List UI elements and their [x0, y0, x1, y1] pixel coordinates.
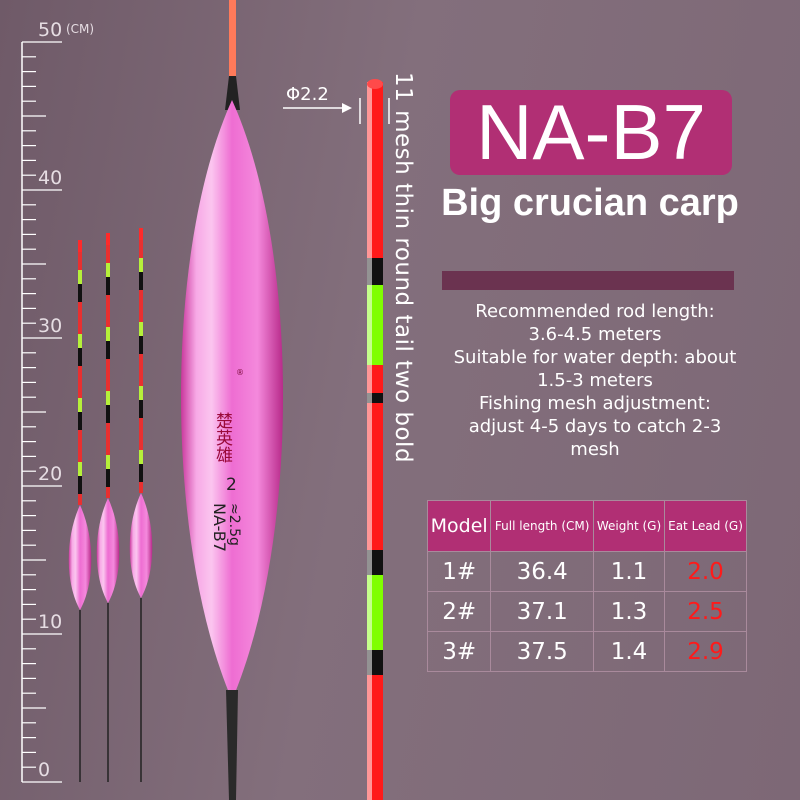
cell-model: 1#: [426, 551, 492, 592]
small-float: [96, 233, 120, 782]
diameter-arrow: [283, 98, 390, 124]
ruler-tick-label: 40: [38, 167, 63, 189]
cell-length: 37.1: [490, 591, 595, 632]
small-float-body: [129, 493, 153, 598]
table-row: 2# 37.1 1.3 2.5: [426, 591, 747, 632]
spec-table: Model Full length (CM) Weight (G) Eat Le…: [426, 500, 747, 672]
float-stem: [226, 690, 238, 800]
float-antenna-base: [225, 76, 240, 110]
tip-cap: [367, 79, 383, 89]
float-weight-mark: ≈2.5g: [226, 503, 242, 546]
cell-model: 2#: [426, 591, 492, 632]
small-float-tip: [78, 240, 82, 252]
product-subtitle: Big crucian carp: [441, 182, 739, 224]
spec-line: 3.6-4.5 meters: [528, 324, 662, 345]
tip-description: 11 mesh thin round tail two bold: [390, 72, 416, 464]
float-antenna: [229, 0, 236, 76]
tip-highlight: [367, 403, 372, 550]
ruler-tick-label: 30: [38, 315, 63, 337]
tip-highlight: [367, 365, 372, 393]
cell-weight: 1.4: [593, 631, 665, 672]
registered-mark: ®: [236, 368, 244, 377]
product-model-title: NA-B7: [450, 90, 732, 175]
cell-length: 37.5: [490, 631, 595, 672]
tip-highlight: [367, 650, 372, 675]
tip-highlight: [367, 258, 372, 285]
float-model-mark: NA-B7: [210, 503, 229, 552]
cell-weight: 1.3: [593, 591, 665, 632]
spec-line: adjust 4-5 days to catch 2-3: [468, 416, 722, 437]
small-float-tip: [139, 228, 143, 240]
spec-line: 1.5-3 meters: [537, 370, 653, 391]
large-float: [181, 0, 283, 800]
tip-diameter-label: Φ2.2: [286, 84, 329, 105]
table-header-row: Model Full length (CM) Weight (G) Eat Le…: [426, 500, 747, 552]
subtitle-underline-bar: [442, 271, 734, 290]
float-size-mark: 2: [226, 475, 237, 495]
small-float-tip: [106, 233, 110, 245]
cell-length: 36.4: [490, 551, 595, 592]
spec-line: Fishing mesh adjustment:: [479, 393, 711, 414]
small-float: [129, 228, 153, 782]
small-float: [68, 240, 92, 782]
tip-segment: [367, 393, 383, 403]
cell-model: 3#: [426, 631, 492, 672]
cell-weight: 1.1: [593, 551, 665, 592]
tip-highlight: [367, 285, 372, 365]
ruler-tick-label: 20: [38, 463, 63, 485]
spec-line: mesh: [570, 439, 620, 460]
float-body: [181, 100, 283, 700]
spec-line: Suitable for water depth: about: [453, 347, 737, 368]
tip-highlight: [367, 575, 372, 650]
tip-highlight: [367, 393, 372, 403]
spec-line: Recommended rod length:: [475, 301, 715, 322]
header-model: Model: [426, 500, 492, 552]
cell-lead: 2.0: [664, 551, 747, 592]
ruler-unit: (CM): [66, 22, 95, 36]
tip-closeup: [367, 79, 383, 800]
header-full-length: Full length (CM): [490, 500, 595, 552]
specifications-text: Recommended rod length: 3.6-4.5 meters S…: [430, 300, 760, 461]
small-floats: [68, 228, 153, 782]
ruler-tick-label: 10: [38, 611, 63, 633]
ruler-tick-label: 0: [38, 759, 51, 781]
cell-lead: 2.9: [664, 631, 747, 672]
tip-highlight: [367, 550, 372, 575]
cell-lead: 2.5: [664, 591, 747, 632]
brand-mark: 楚英雄: [212, 412, 233, 463]
tip-highlight: [367, 675, 372, 800]
header-weight: Weight (G): [593, 500, 665, 552]
small-float-body: [68, 505, 92, 610]
ruler-tick-label: 50: [38, 19, 63, 41]
small-float-body: [96, 498, 120, 603]
header-eat-lead: Eat Lead (G): [664, 500, 747, 552]
table-row: 3# 37.5 1.4 2.9: [426, 631, 747, 672]
tip-highlight: [367, 82, 372, 258]
table-row: 1# 36.4 1.1 2.0: [426, 551, 747, 592]
